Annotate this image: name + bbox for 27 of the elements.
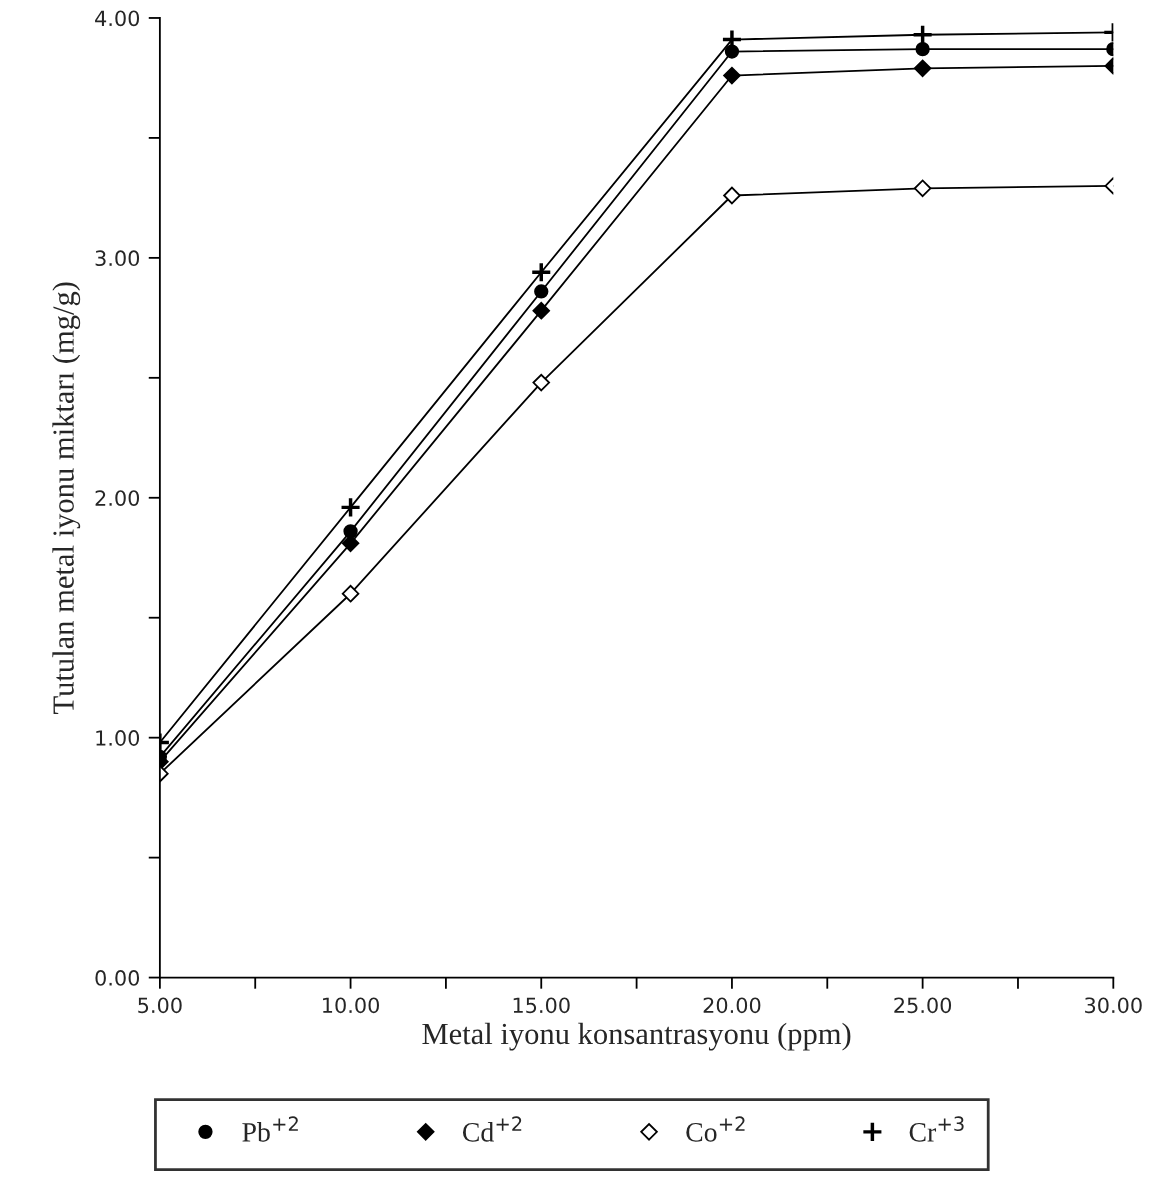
point	[532, 373, 551, 392]
y-tick-label: 0.00	[95, 970, 140, 986]
x-tick-label: 20.00	[703, 997, 761, 1014]
point	[723, 186, 741, 205]
y-tick-label: 3.00	[95, 250, 140, 267]
y-tick-label: 1.00	[96, 730, 140, 746]
legend-label: Cd$^{+2}$	[462, 1116, 522, 1142]
legend-label: Pb$^{+2}$	[242, 1116, 298, 1142]
legend-label: Co$^{+2}$	[686, 1116, 745, 1142]
y-axis-title: Tutulan metal iyonu miktarı (mg/g)	[52, 282, 81, 714]
x-axis-title: Metal iyonu konsantrasyonu (ppm)	[422, 1022, 851, 1051]
x-tick-label: 25.00	[894, 997, 952, 1014]
y-tick-label: 2.00	[95, 490, 140, 506]
point	[723, 66, 741, 85]
point	[913, 59, 932, 78]
x-tick-label: 15.00	[513, 997, 570, 1014]
point	[913, 179, 932, 198]
legend-label: Cr$^{+3}$	[909, 1116, 964, 1142]
point	[915, 42, 930, 57]
point	[534, 284, 549, 299]
point	[911, 24, 934, 46]
x-tick-label: 30.00	[1085, 997, 1142, 1014]
x-tick-label: 5.00	[138, 997, 182, 1014]
x-tick-label: 10.00	[323, 997, 379, 1014]
point	[532, 301, 551, 320]
y-tick-label: 4.00	[95, 10, 140, 27]
point	[530, 261, 553, 284]
